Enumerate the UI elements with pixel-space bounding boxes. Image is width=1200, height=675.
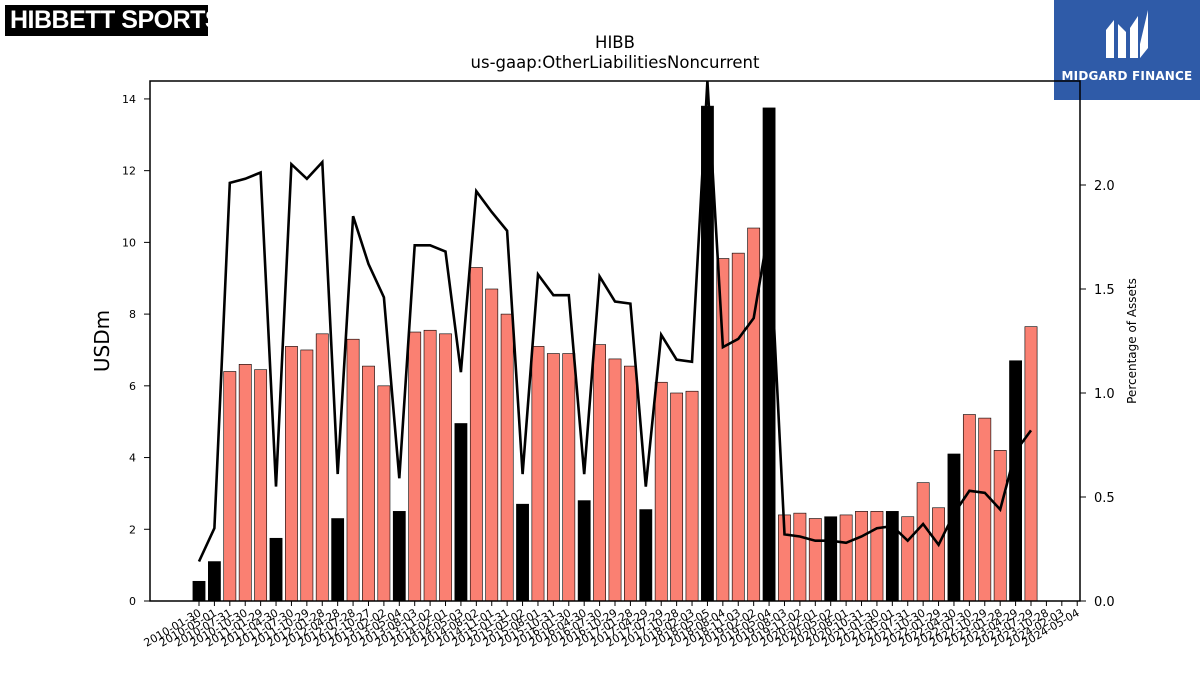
y-axis-label: USDm: [90, 310, 114, 372]
quarter-bar: [238, 364, 252, 602]
quarter-bar: [562, 353, 576, 602]
quarter-bar: [808, 518, 822, 602]
quarter-bar: [932, 507, 945, 602]
quarter-bar: [408, 331, 422, 602]
y2-tick-label: 0.0: [1094, 595, 1115, 610]
quarter-bar: [685, 390, 699, 602]
quarter-bar: [439, 333, 452, 602]
y-tick-label: 10: [122, 236, 136, 249]
quarter-bar: [423, 329, 437, 602]
quarter-bar: [285, 346, 298, 602]
y2-axis-label: Percentage of Assets: [1125, 278, 1139, 404]
y2-tick-label: 1.0: [1094, 387, 1115, 402]
quarter-bar: [839, 514, 853, 602]
quarter-bar: [993, 450, 1007, 602]
annual-bar: [331, 518, 345, 602]
quarter-bar: [485, 288, 499, 602]
quarter-bar: [469, 267, 483, 602]
y-tick-label: 2: [129, 523, 136, 536]
annual-bar: [577, 500, 591, 602]
annual-bar: [192, 580, 206, 602]
registered-mark: ®: [221, 10, 229, 22]
quarter-bar: [608, 358, 622, 602]
quarter-bar: [346, 338, 360, 602]
quarter-bar: [593, 344, 606, 602]
annual-bar: [516, 503, 529, 602]
annual-bar: [947, 453, 961, 602]
y2-tick-label: 2.0: [1094, 179, 1115, 194]
quarter-bar: [500, 313, 514, 602]
quarter-bar: [300, 349, 314, 602]
annual-bar: [824, 516, 838, 602]
quarter-bar: [254, 369, 268, 602]
quarter-bar: [223, 371, 237, 602]
y2-tick-label: 1.5: [1094, 283, 1115, 298]
y-tick-label: 8: [129, 308, 136, 321]
quarter-bar: [962, 414, 976, 602]
pct-assets-line: [197, 80, 1033, 563]
quarter-bar: [315, 333, 329, 602]
quarter-bar: [377, 385, 391, 602]
quarter-bar: [654, 381, 668, 602]
quarter-bar: [747, 227, 761, 602]
annual-bar: [1009, 360, 1022, 602]
midgard-finance-logo: MIDGARD FINANCE: [1054, 0, 1200, 100]
annual-bar: [208, 561, 221, 602]
y-axis: 0 2 4 6 8 10 12 14: [122, 93, 150, 608]
y2-axis: 0.0 0.5 1.0 1.5 2.0: [1080, 179, 1115, 610]
quarter-bar: [978, 417, 992, 602]
annual-bar: [269, 537, 283, 602]
quarter-bar: [716, 258, 730, 602]
quarter-bar: [855, 511, 868, 602]
quarter-bar: [531, 346, 545, 602]
y-tick-label: 14: [122, 93, 136, 106]
y-tick-label: 12: [122, 165, 136, 178]
y-tick-label: 4: [129, 452, 136, 465]
x-axis: 2010-01-302010-05-012010-07-312010-10-30…: [142, 601, 1082, 650]
quarter-bar: [546, 353, 560, 602]
chart-title: HIBB: [595, 33, 635, 52]
quarter-bar: [362, 365, 375, 602]
bar-series: [192, 105, 1038, 602]
y-tick-label: 0: [129, 595, 136, 608]
annual-bar: [762, 107, 776, 602]
quarter-bar: [624, 365, 637, 602]
quarter-bar: [670, 392, 684, 602]
logo-right-text: MIDGARD FINANCE: [1061, 69, 1193, 83]
annual-bar: [639, 509, 653, 602]
quarter-bar: [1024, 326, 1038, 602]
y-tick-label: 6: [129, 380, 136, 393]
chart-subtitle: us-gaap:OtherLiabilitiesNoncurrent: [471, 53, 760, 72]
quarter-bar: [793, 512, 807, 602]
hibbett-sports-logo: HIBBETT SPORTS®: [5, 5, 229, 36]
annual-bar: [392, 511, 406, 602]
y2-tick-label: 0.5: [1094, 491, 1115, 506]
quarter-bar: [731, 252, 745, 602]
quarter-bar: [916, 482, 930, 602]
midgard-emblem-icon: [1106, 10, 1148, 58]
pct-assets-series: [197, 80, 1033, 563]
annual-bar: [454, 423, 468, 602]
quarter-bar: [901, 516, 915, 602]
logo-left-text: HIBBETT SPORTS: [10, 6, 222, 34]
quarter-bar: [870, 511, 884, 602]
